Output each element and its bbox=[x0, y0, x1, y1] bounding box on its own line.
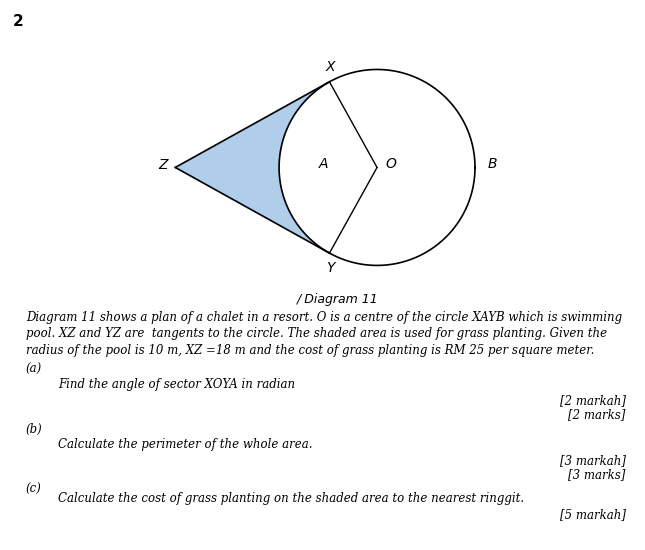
Text: $B$: $B$ bbox=[487, 157, 497, 170]
Text: Diagram 11 shows a plan of a chalet in a resort. O is a centre of the circle XAY: Diagram 11 shows a plan of a chalet in a… bbox=[26, 311, 622, 324]
Text: (b): (b) bbox=[26, 424, 43, 436]
Text: $X$: $X$ bbox=[325, 60, 337, 74]
Text: pool. XZ and YZ are  tangents to the circle. The shaded area is used for grass p: pool. XZ and YZ are tangents to the circ… bbox=[26, 327, 607, 340]
Text: / Diagram 11: / Diagram 11 bbox=[297, 293, 379, 306]
Text: $O$: $O$ bbox=[385, 157, 397, 170]
Text: $Y$: $Y$ bbox=[326, 261, 337, 275]
Text: $Z$: $Z$ bbox=[158, 158, 170, 173]
Text: 2: 2 bbox=[13, 14, 24, 29]
Text: (a): (a) bbox=[26, 363, 42, 376]
Text: [3 markah]: [3 markah] bbox=[560, 455, 626, 468]
Text: [5 markah]: [5 markah] bbox=[560, 508, 626, 521]
Text: [2 markah]: [2 markah] bbox=[560, 394, 626, 408]
Text: radius of the pool is 10 m, XZ =18 m and the cost of grass planting is RM 25 per: radius of the pool is 10 m, XZ =18 m and… bbox=[26, 344, 594, 357]
Text: Calculate the cost of grass planting on the shaded area to the nearest ringgit.: Calculate the cost of grass planting on … bbox=[58, 492, 524, 505]
Text: [2 marks]: [2 marks] bbox=[568, 409, 626, 421]
Text: [3 marks]: [3 marks] bbox=[568, 469, 626, 482]
Text: $A$: $A$ bbox=[317, 157, 329, 170]
Text: Find the angle of sector XOYA in radian: Find the angle of sector XOYA in radian bbox=[58, 378, 295, 391]
Text: Calculate the perimeter of the whole area.: Calculate the perimeter of the whole are… bbox=[58, 438, 313, 451]
Polygon shape bbox=[175, 82, 330, 253]
Text: (c): (c) bbox=[26, 483, 42, 497]
